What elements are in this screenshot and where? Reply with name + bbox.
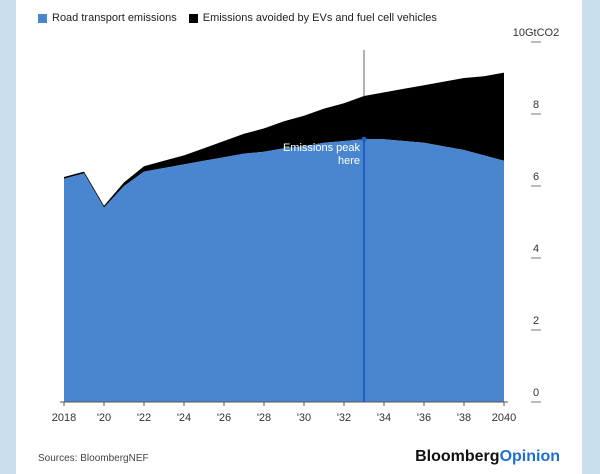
y-tick-label: 6 <box>533 171 539 183</box>
y-unit-label: 10GtCO2 <box>513 27 559 39</box>
brand-accent: Opinion <box>499 448 560 465</box>
x-tick-label: '38 <box>457 412 471 424</box>
series-area-road-transport <box>64 139 504 402</box>
x-tick-label: '34 <box>377 412 391 424</box>
x-tick-label: '24 <box>177 412 191 424</box>
x-tick-label: '20 <box>97 412 111 424</box>
x-tick-label: '26 <box>217 412 231 424</box>
brand-logo: BloombergOpinion <box>415 448 560 466</box>
chart-card: Road transport emissions Emissions avoid… <box>16 0 582 474</box>
legend-item-road-transport: Road transport emissions <box>38 12 177 24</box>
x-tick-label: '22 <box>137 412 151 424</box>
legend-label-emissions-avoided: Emissions avoided by EVs and fuel cell v… <box>202 12 437 24</box>
y-tick-label: 8 <box>533 99 539 111</box>
annotation-text-line: here <box>338 155 360 167</box>
legend-item-emissions-avoided: Emissions avoided by EVs and fuel cell v… <box>188 12 437 24</box>
x-tick-label: '30 <box>297 412 311 424</box>
x-tick-label: 2018 <box>52 412 76 424</box>
y-tick-label: 4 <box>533 243 539 255</box>
x-tick-label: 2040 <box>492 412 516 424</box>
brand-main: Bloomberg <box>415 448 500 465</box>
legend-label-road-transport: Road transport emissions <box>52 12 177 24</box>
series-area-emissions-avoided <box>64 72 504 208</box>
legend-swatch-road-transport <box>38 13 47 23</box>
peak-marker-dot <box>361 136 367 142</box>
legend-swatch-emissions-avoided <box>188 13 198 23</box>
x-tick-label: '28 <box>257 412 271 424</box>
y-tick-label: 2 <box>533 315 539 327</box>
source-note: Sources: BloombergNEF <box>38 453 149 464</box>
y-tick-label: 0 <box>533 387 539 399</box>
x-tick-label: '32 <box>337 412 351 424</box>
x-tick-label: '36 <box>417 412 431 424</box>
annotation-text-line: Emissions peak <box>283 142 361 154</box>
chart-legend: Road transport emissions Emissions avoid… <box>38 10 437 26</box>
